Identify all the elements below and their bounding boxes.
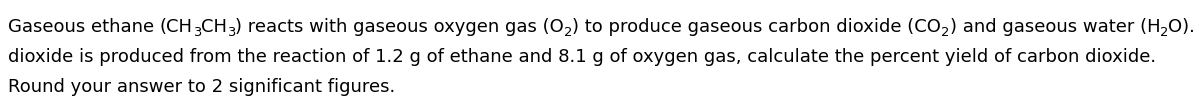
Text: Round your answer to 2 significant figures.: Round your answer to 2 significant figur… [8,78,395,96]
Text: 3: 3 [227,26,235,39]
Text: ) reacts with gaseous oxygen gas (O: ) reacts with gaseous oxygen gas (O [235,18,564,36]
Text: 2: 2 [564,26,572,39]
Text: ) and gaseous water (H: ) and gaseous water (H [949,18,1160,36]
Text: dioxide is produced from the reaction of 1.2 g of ethane and 8.1 g of oxygen gas: dioxide is produced from the reaction of… [8,48,1156,66]
Text: ) to produce gaseous carbon dioxide (CO: ) to produce gaseous carbon dioxide (CO [572,18,941,36]
Text: (CH: (CH [160,18,193,36]
Text: 3: 3 [193,26,202,39]
Text: 2: 2 [1160,26,1169,39]
Text: CH: CH [202,18,227,36]
Text: 2: 2 [941,26,949,39]
Text: O). If 3.06 g of carbon: O). If 3.06 g of carbon [1169,18,1200,36]
Text: Gaseous ethane: Gaseous ethane [8,18,160,36]
